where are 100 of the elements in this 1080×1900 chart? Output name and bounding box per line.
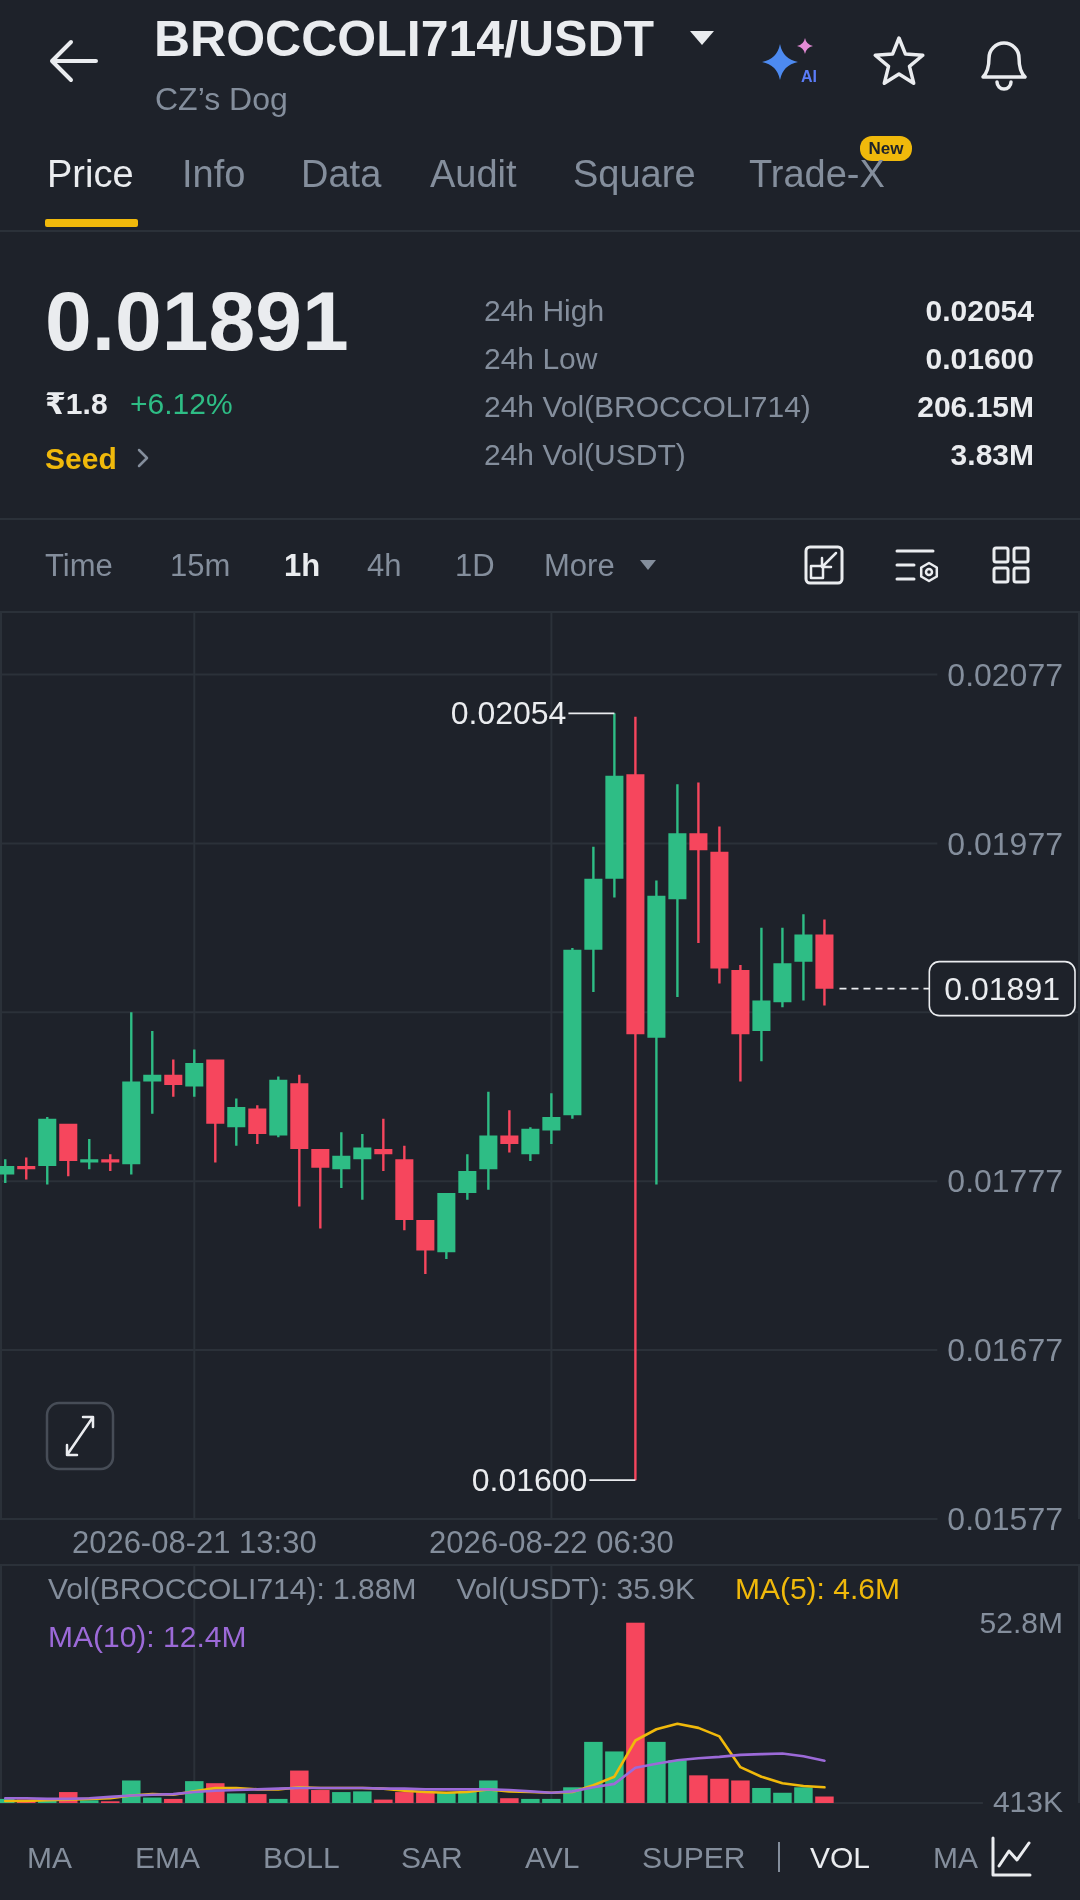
text: Time [45,548,113,583]
text: AVL [525,1841,580,1874]
y-tick-label: 0.02077 [947,656,1063,693]
text: 0.01891 [45,274,349,368]
text: Info [182,153,246,195]
candlestick [689,782,708,944]
text: 1D [455,548,495,583]
text: 1h [284,548,321,583]
candlestick [374,1118,393,1172]
text: MA [27,1841,72,1874]
y-tick-label: 413K [992,1785,1063,1819]
text: SAR [401,1841,463,1874]
candlestick [647,880,666,1185]
candlestick [227,1098,246,1146]
text: Seed [45,442,117,475]
text: 3.83M [950,438,1034,471]
candlestick [458,1154,477,1200]
candlestick [542,1093,561,1145]
bar [269,1798,288,1803]
text: ₹1.8 [45,387,108,420]
candlestick [332,1132,351,1188]
bar [374,1799,393,1803]
bar [500,1798,519,1803]
x-tick-label: 2026-08-21 13:30 [71,1525,317,1560]
text: 15m [170,548,231,583]
bar [668,1760,687,1803]
y-tick-label: 0.01777 [947,1163,1063,1200]
text: 4h [367,548,402,583]
bar [647,1741,666,1803]
candlestick [668,784,687,998]
bar [227,1793,246,1803]
bar [794,1787,813,1803]
text: 206.15M [917,390,1034,423]
y-tick-label: 0.01677 [947,1332,1063,1369]
candlestick [101,1154,120,1172]
bar [584,1741,603,1803]
text: Price [47,153,134,195]
candlestick [626,716,645,1481]
y-tick-label: 0.01977 [947,825,1063,862]
line-series [3,1752,826,1801]
text: Data [301,153,383,195]
text: SUPER [642,1841,746,1874]
candlestick [80,1138,99,1170]
text: MA(5): 4.6M [734,1572,900,1605]
bar [815,1796,834,1803]
text: Audit [430,153,518,195]
candlestick [479,1091,498,1190]
bar [521,1798,540,1803]
bar [542,1798,561,1803]
bar [248,1794,267,1803]
text: 24h Low [484,342,598,375]
bar [353,1791,372,1803]
text: CZ’s Dog [155,81,288,117]
text: BOLL [263,1841,340,1874]
text: EMA [135,1841,201,1874]
text: MA(10): 12.4M [48,1620,247,1653]
candlestick [311,1149,330,1229]
text: 0.01600 [925,342,1034,375]
annotation: Vol(USDT): 35.9K [456,1572,695,1605]
annotation: 0.01600 [471,1462,588,1499]
bar [290,1770,309,1803]
candlestick [794,914,813,1001]
text: VOL [810,1841,871,1874]
candlestick [500,1110,519,1153]
candlestick [353,1133,372,1200]
text: 24h High [484,294,605,327]
annotation: 0.02054 [450,695,567,732]
candlestick [416,1220,435,1275]
text: More [544,548,615,583]
text: MA [933,1841,978,1874]
text: 24h Vol(USDT) [484,438,686,471]
candlestick [395,1145,414,1231]
bar [710,1778,729,1803]
bar [773,1792,792,1803]
bar [311,1790,330,1803]
bar [395,1792,414,1803]
text: BROCCOLI714/USDT [154,11,655,67]
y-tick-label: 52.8M [979,1606,1063,1640]
candlestick [290,1074,309,1207]
candlestick [584,846,603,993]
text: 0.02054 [925,294,1035,327]
candlestick [752,927,771,1062]
bar [752,1787,771,1803]
candlestick [605,713,624,898]
bar [80,1800,99,1803]
x-tick-label: 2026-08-22 06:30 [428,1525,674,1560]
text: AI [801,68,817,85]
bar [689,1775,708,1803]
candlestick [731,965,750,1082]
candlestick [815,919,834,1006]
bar [731,1780,750,1803]
annotation: Vol(BROCCOLI714): 1.88M [48,1572,417,1605]
text: +6.12% [130,387,233,420]
y-tick-label: 0.01577 [947,1501,1063,1538]
bar [332,1792,351,1803]
bar [626,1622,645,1803]
text: Square [573,153,696,195]
ref-line-label: 0.01891 [944,970,1060,1007]
text: 24h Vol(BROCCOLI714) [484,390,811,423]
candlestick [773,927,792,1008]
